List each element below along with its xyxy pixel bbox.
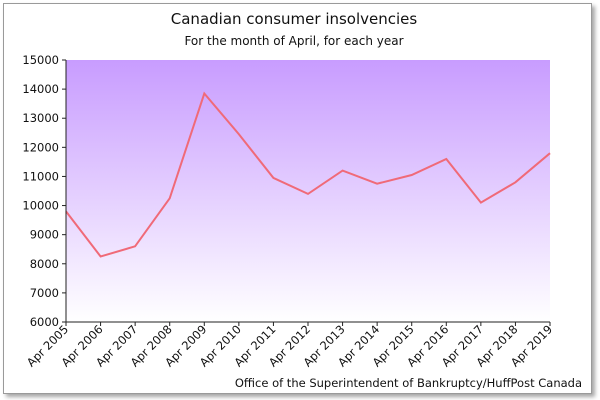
y-tick-label: 10000	[22, 199, 59, 213]
source-note: Office of the Superintendent of Bankrupt…	[235, 376, 582, 390]
y-tick-label: 13000	[22, 111, 59, 125]
y-tick-label: 11000	[22, 169, 59, 183]
y-tick-label: 9000	[30, 228, 59, 242]
chart-title: Canadian consumer insolvencies	[171, 10, 418, 28]
y-axis: 6000 7000 8000 9000 10000 11000 12000 13000 1400…	[22, 53, 66, 329]
y-tick-label: 8000	[30, 257, 59, 271]
chart-frame: Canadian consumer insolvencies For the m…	[3, 3, 592, 394]
y-tick-label: 6000	[30, 315, 59, 329]
y-tick-label: 15000	[22, 53, 59, 67]
y-tick-label: 14000	[22, 82, 59, 96]
chart-subtitle: For the month of April, for each year	[184, 34, 403, 48]
y-tick-label: 7000	[30, 286, 59, 300]
plot-area	[66, 60, 550, 322]
y-tick-label: 12000	[22, 140, 59, 154]
series-line	[65, 91, 551, 258]
line-chart: Canadian consumer insolvencies For the m…	[22, 10, 582, 390]
